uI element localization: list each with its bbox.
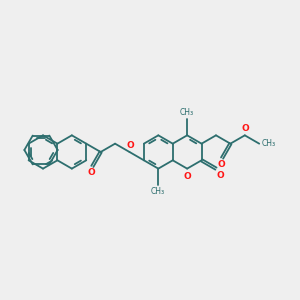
Text: CH₃: CH₃: [262, 139, 276, 148]
Text: CH₃: CH₃: [180, 108, 194, 117]
Text: O: O: [217, 171, 224, 180]
Text: O: O: [126, 141, 134, 150]
Text: O: O: [87, 168, 95, 177]
Text: O: O: [218, 160, 226, 169]
Text: O: O: [242, 124, 250, 134]
Text: O: O: [183, 172, 191, 181]
Text: CH₃: CH₃: [151, 187, 165, 196]
